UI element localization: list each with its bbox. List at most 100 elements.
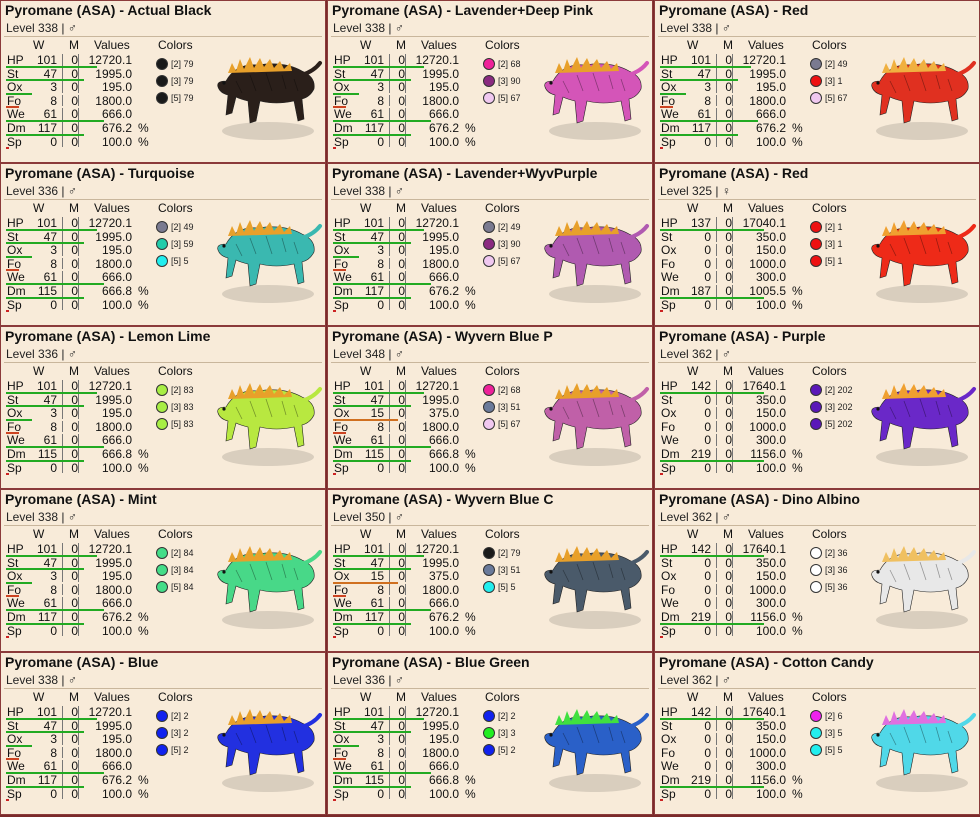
creature-card[interactable]: Pyromane (ASA) - Wyvern Blue P Level 348 … [327,326,653,489]
stat-bar [660,119,758,122]
column-divider [732,81,733,93]
stat-mutations: 0 [725,460,732,475]
creature-card[interactable]: Pyromane (ASA) - Lavender+Deep Pink Level… [327,0,653,163]
creature-title: Pyromane (ASA) - Cotton Candy [659,654,874,670]
creature-card[interactable]: Pyromane (ASA) - Lavender+WyvPurple Level… [327,163,653,326]
color-label: [2] 79 [171,58,194,69]
color-label: [2] 79 [498,547,521,558]
stat-row: Sp 0 0 100.0% [333,134,476,150]
stat-mutations: 0 [725,773,732,787]
column-divider [389,407,390,419]
column-divider [78,706,79,718]
stat-row: Sp 0 0 100.0% [660,787,803,802]
color-regions: [2] 79 [3] 79 [5] 79 [156,55,194,106]
stat-row: Fo 8 0 1800.0 [333,583,463,598]
stat-wild-points: 117 [364,121,384,135]
col-header-w: W [360,201,372,215]
color-swatch-icon [483,220,495,233]
stat-bar [333,405,411,408]
column-divider [405,556,406,569]
stat-bar [333,79,411,82]
stat-mutations: 0 [398,718,405,733]
stat-value: 100.0 [755,134,786,149]
column-divider [389,543,390,555]
creature-card[interactable]: Pyromane (ASA) - Purple Level 362 | ♂ W M Va… [654,326,980,489]
stat-mutations: 0 [71,419,78,434]
stat-bar [6,799,9,802]
stat-wild-points: 8 [704,93,711,108]
header-separator [658,199,976,200]
color-label: [5] 67 [498,92,521,103]
stat-name: HP [334,705,351,719]
stat-row: HP 101 0 12720.1 [6,380,136,394]
column-divider [732,556,733,569]
stat-row: HP 101 0 12720.1 [6,54,136,68]
column-divider [716,733,717,745]
color-region: [3] 84 [156,561,194,578]
stat-bar [6,133,84,136]
column-divider [62,760,63,772]
stat-name: Fo [7,419,22,434]
stat-value: 100.0 [101,297,132,312]
color-region: [5] 67 [483,252,521,269]
percent-sign: % [465,610,476,624]
stat-bar [6,255,32,258]
stat-row: Dm 117 0 676.2% [333,285,476,299]
column-divider [78,597,79,609]
creature-card[interactable]: Pyromane (ASA) - Turquoise Level 336 | ♂ W… [0,163,326,326]
stat-row: We 0 0 300.0 [660,760,790,774]
stat-wild-points: 101 [690,53,711,67]
stat-row: Fo 8 0 1800.0 [333,257,463,272]
stat-wild-points: 0 [50,623,57,638]
col-header-w: W [360,364,372,378]
column-divider [405,67,406,80]
stat-value: 676.2 [428,610,459,624]
creature-card[interactable]: Pyromane (ASA) - Blue Level 338 | ♂ W M Valu… [0,652,326,815]
color-regions: [2] 84 [3] 84 [5] 84 [156,544,194,595]
stat-value: 100.0 [428,297,459,312]
creature-card[interactable]: Pyromane (ASA) - Dino Albino Level 362 | … [654,489,980,652]
stat-name: We [334,596,352,611]
color-swatch-icon [810,254,822,267]
stat-mutations: 0 [725,243,732,258]
column-divider [389,719,390,732]
column-divider [732,597,733,609]
stat-bar [333,296,411,299]
stat-mutations: 0 [71,773,78,787]
column-divider [405,271,406,283]
stat-wild-points: 3 [377,80,384,95]
color-label: [5] 67 [498,418,521,429]
stat-row: St 47 0 1995.0 [6,393,136,408]
stat-row: Ox 0 0 150.0 [660,733,790,747]
stat-bar [333,758,346,761]
stat-row: St 47 0 1995.0 [333,555,463,571]
stat-bar [660,133,738,136]
creature-card[interactable]: Pyromane (ASA) - Mint Level 338 | ♂ W M Valu… [0,489,326,652]
creature-card[interactable]: Pyromane (ASA) - Red Level 325 | ♀ W M Value… [654,163,980,326]
creature-card[interactable]: Pyromane (ASA) - Blue Green Level 336 | ♂… [327,652,653,815]
column-divider [716,94,717,107]
stat-bar [6,758,19,761]
stat-name: Dm [7,447,26,461]
column-divider [716,244,717,256]
stat-mutations: 0 [71,297,78,312]
stat-name: Dm [661,610,680,624]
stat-name: Dm [661,284,680,298]
creature-card[interactable]: Pyromane (ASA) - Actual Black Level 338 |… [0,0,326,163]
stat-bar [6,432,19,435]
stat-mutations: 0 [725,555,732,570]
stat-mutations: 0 [398,134,405,149]
stat-name: HP [661,705,678,719]
percent-sign: % [465,786,476,801]
stat-value: 150.0 [755,732,786,747]
creature-card[interactable]: Pyromane (ASA) - Cotton Candy Level 362 |… [654,652,980,815]
stat-mutations: 0 [71,460,78,475]
stat-wild-points: 0 [377,786,384,801]
creature-card[interactable]: Pyromane (ASA) - Red Level 338 | ♂ W M Value… [654,0,980,163]
creature-card[interactable]: Pyromane (ASA) - Wyvern Blue C Level 350 … [327,489,653,652]
creature-card[interactable]: Pyromane (ASA) - Lemon Lime Level 336 | ♂… [0,326,326,489]
stat-value: 1005.5 [749,284,786,298]
column-divider [62,108,63,120]
stat-mutations: 0 [398,555,405,570]
stat-wild-points: 15 [370,569,384,584]
